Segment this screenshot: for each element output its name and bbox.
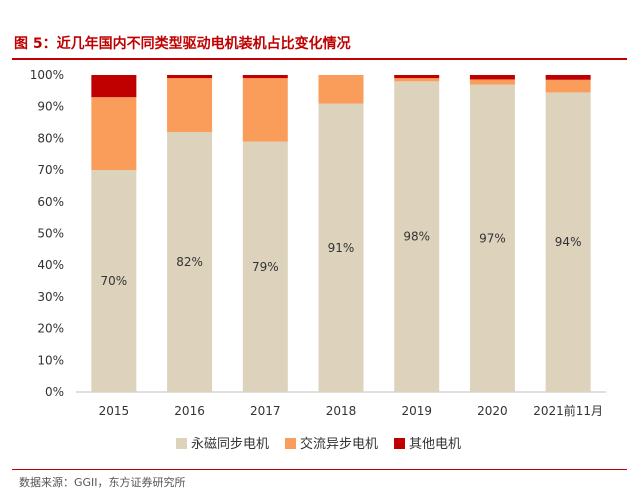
x-tick-label: 2016 [174,404,205,418]
bar-segment-2 [469,79,515,85]
bar-segment-2 [394,78,440,82]
legend: 永磁同步电机 交流异步电机 其他电机 [0,433,637,452]
stacked-bar-chart: 0% 10% 20% 30% 40% 50% 60% 70% 80% 90% 100% 70% 2015… [30,68,606,418]
bar-segment-2 [318,75,364,104]
y-tick-label: 40% [37,258,64,272]
y-tick-label: 0% [45,385,64,399]
bar-segment-1 [469,84,515,392]
bar-segment-2 [242,78,288,142]
bar-segment-1 [242,141,288,392]
data-label: 70% [101,274,128,288]
bar-segment-2 [545,79,591,93]
bar-segment-1 [394,81,440,392]
bar-segment-2 [167,78,213,133]
header: 图 5：近几年国内不同类型驱动电机装机占比变化情况 [12,0,627,60]
y-tick-label: 90% [37,100,64,114]
y-tick-label: 60% [37,195,64,209]
data-label: 82% [176,255,203,269]
y-tick-label: 20% [37,322,64,336]
y-tick-label: 10% [37,353,64,367]
data-label: 79% [252,260,279,274]
x-tick-label: 2018 [326,404,357,418]
y-tick-label: 30% [37,290,64,304]
legend-item: 交流异步电机 [284,433,378,452]
legend-label: 其他电机 [409,437,462,452]
legend-item: 其他电机 [394,433,461,452]
legend-swatch [175,438,187,449]
data-label: 94% [555,235,582,249]
bar-segment-1 [167,132,213,392]
legend-label: 永磁同步电机 [190,437,269,452]
bar-segment-3 [394,75,440,79]
chart-title: 图 5：近几年国内不同类型驱动电机装机占比变化情况 [14,36,351,52]
bar-segment-3 [469,75,515,80]
y-tick-label: 50% [37,227,64,241]
x-tick-label: 2021前11月 [533,403,603,418]
x-tick-label: 2015 [99,404,130,418]
y-tick-label: 70% [37,163,64,177]
legend-swatch [394,438,405,449]
bar-segment-2 [91,97,137,171]
bar-segment-3 [91,75,137,98]
data-label: 97% [479,231,506,245]
y-tick-label: 80% [37,131,64,145]
bar-segment-1 [91,170,137,392]
legend-label: 交流异步电机 [299,437,378,452]
x-tick-label: 2020 [477,404,508,418]
y-tick-label: 100% [30,68,64,82]
legend-item: 永磁同步电机 [175,433,269,452]
bar-segment-1 [545,92,591,392]
bar-segment-3 [545,75,591,80]
legend-swatch [284,438,296,449]
x-tick-label: 2019 [401,404,432,418]
data-label: 91% [328,241,355,255]
data-label: 98% [403,230,430,244]
bar-segment-3 [242,75,288,79]
source-note: 数据来源：GGII，东方证券研究所 [19,476,186,489]
bar-segment-1 [318,103,364,392]
x-tick-label: 2017 [250,404,281,418]
footer-rule [12,469,627,470]
bar-segment-3 [167,75,213,79]
